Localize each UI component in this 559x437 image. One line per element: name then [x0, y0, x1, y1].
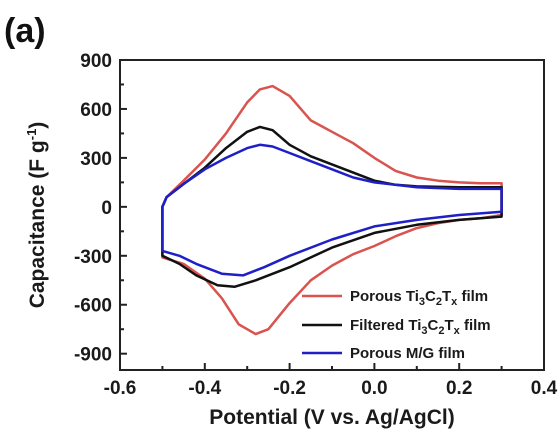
panel-label: (a): [4, 12, 46, 50]
y-tick-label: -900: [74, 345, 112, 366]
y-tick-label: -600: [74, 296, 112, 317]
y-tick-label: 900: [80, 51, 112, 72]
x-tick-label: 0.0: [361, 378, 387, 399]
x-axis-title: Potential (V vs. Ag/AgCl): [209, 406, 454, 429]
y-tick-label: 600: [80, 100, 112, 121]
y-axis-title-base: Capacitance (F g: [26, 140, 49, 308]
x-tick-label: 0.4: [531, 378, 558, 399]
y-tick-label: -300: [74, 247, 112, 268]
y-axis-title-end: ): [26, 122, 49, 129]
y-tick-label: 0: [101, 198, 112, 219]
y-axis-title-sup: -1: [24, 129, 39, 141]
x-tick-label: 0.2: [446, 378, 472, 399]
y-axis-title: Capacitance (F g-1): [24, 122, 49, 309]
legend-entry-porous-mg: Porous M/G film: [350, 345, 465, 362]
y-axis: -900 -600 -300 0 300 600 900: [74, 51, 127, 366]
x-axis: -0.6 -0.4 -0.2 0.0 0.2 0.4: [104, 363, 558, 399]
legend-entry-porous-ti3c2tx: Porous Ti3C2Tx film: [350, 288, 488, 308]
x-tick-label: -0.4: [188, 378, 221, 399]
legend: Porous Ti3C2Tx film Filtered Ti3C2Tx fil…: [302, 288, 491, 362]
series-layer: [161, 84, 503, 336]
series-line-2: [161, 143, 503, 277]
x-tick-label: -0.2: [273, 378, 306, 399]
y-tick-label: 300: [80, 149, 112, 170]
legend-entry-filtered-ti3c2tx: Filtered Ti3C2Tx film: [350, 317, 491, 337]
series-line-0: [161, 84, 503, 336]
x-tick-label: -0.6: [104, 378, 137, 399]
